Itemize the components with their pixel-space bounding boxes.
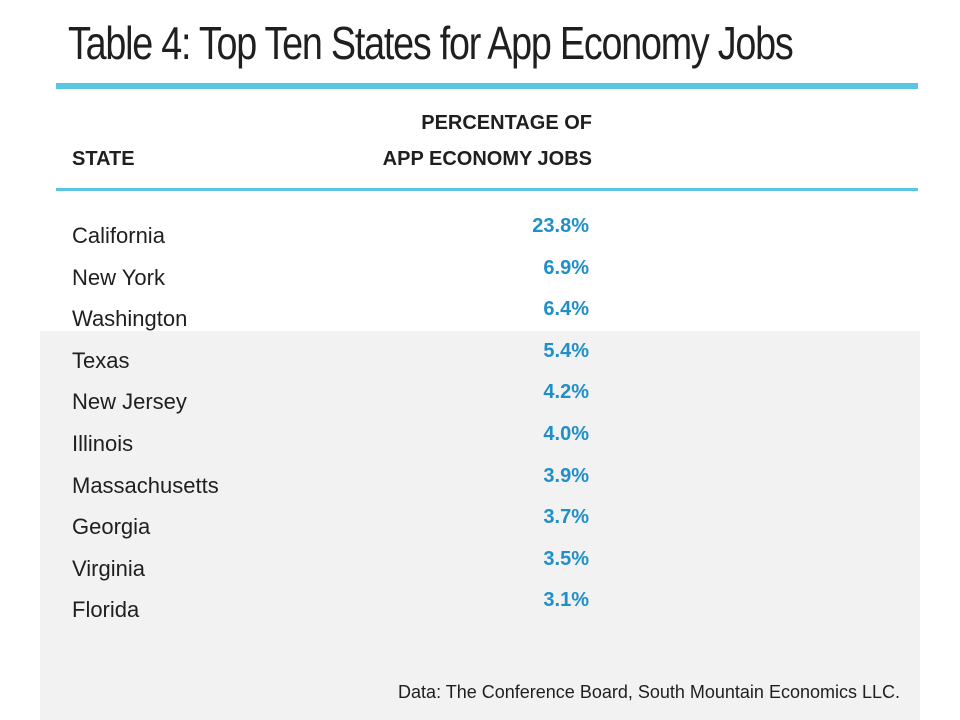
table-row: New York 6.9% <box>0 256 960 297</box>
percentage-value: 4.2% <box>543 381 589 404</box>
percentage-value: 23.8% <box>532 215 589 237</box>
state-name: Florida <box>72 597 140 623</box>
percentage-header-line-1: PERCENTAGE OF <box>421 112 592 134</box>
percentage-header-line-2: APP ECONOMY JOBS <box>382 148 592 170</box>
shaded-panel <box>40 331 920 720</box>
state-name: Texas <box>72 347 130 373</box>
table-row: Georgia 3.7% <box>0 505 960 546</box>
title-rule <box>56 83 918 89</box>
table-row: Texas 5.4% <box>0 339 960 380</box>
percentage-value: 3.5% <box>543 547 589 570</box>
state-name: Virginia <box>72 555 145 581</box>
state-name: Washington <box>72 306 188 332</box>
header-rule <box>56 188 918 191</box>
table-title: Table 4: Top Ten States for App Economy … <box>68 17 794 69</box>
state-name: New Jersey <box>72 389 187 415</box>
state-name: Georgia <box>72 514 151 540</box>
table-row: Washington 6.4% <box>0 297 960 338</box>
percentage-value: 4.0% <box>543 423 589 445</box>
percentage-value: 3.7% <box>543 506 589 529</box>
state-name: California <box>72 223 165 248</box>
state-name: New York <box>72 264 165 290</box>
table-row: Florida 3.1% <box>0 588 960 629</box>
table-row: New Jersey 4.2% <box>0 380 960 421</box>
percentage-value: 3.1% <box>543 589 589 612</box>
percentage-value: 6.9% <box>543 256 589 279</box>
percentage-value: 5.4% <box>543 339 589 362</box>
percentage-value: 3.9% <box>543 464 589 487</box>
table-row: Virginia 3.5% <box>0 547 960 588</box>
source-note: Data: The Conference Board, South Mounta… <box>398 682 900 702</box>
state-column-header: STATE <box>72 148 135 170</box>
state-name: Massachusetts <box>72 472 219 498</box>
table-row: California 23.8% <box>0 214 960 255</box>
state-name: Illinois <box>72 431 134 456</box>
table-row: Illinois 4.0% <box>0 422 960 463</box>
table-row: Massachusetts 3.9% <box>0 464 960 505</box>
percentage-value: 6.4% <box>543 298 589 321</box>
